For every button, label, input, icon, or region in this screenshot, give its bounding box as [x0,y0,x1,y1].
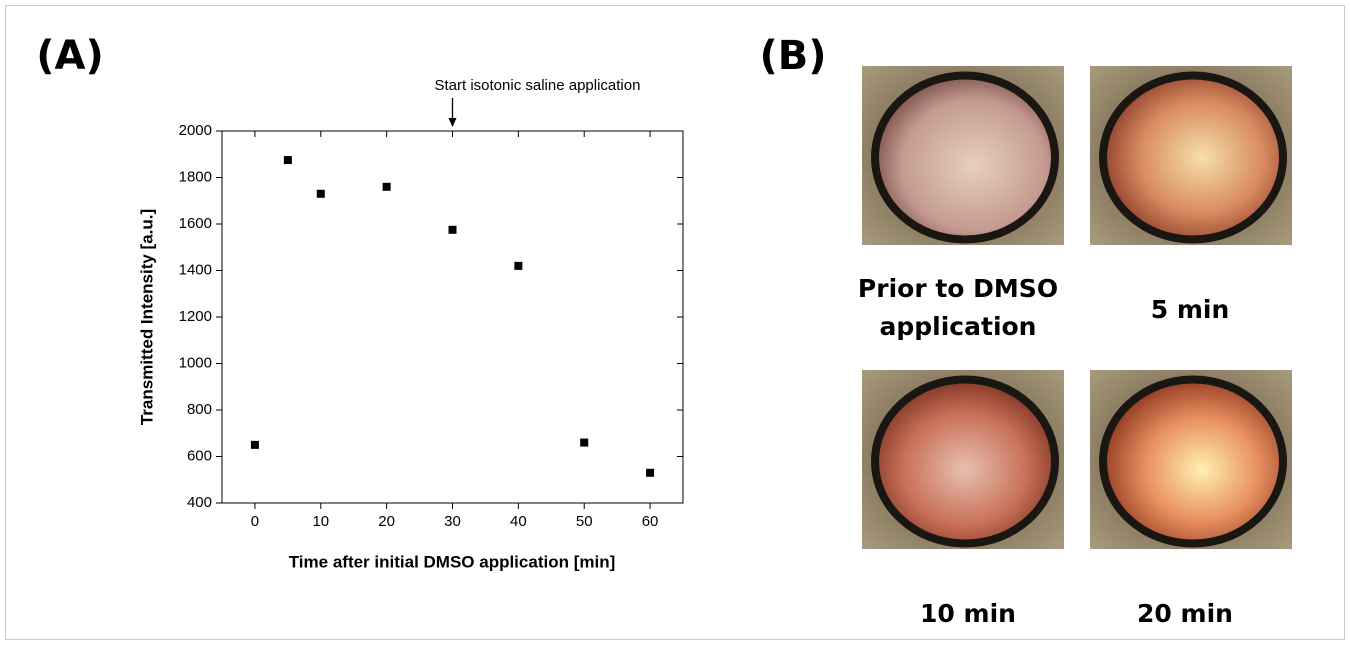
photo-tissue [879,383,1051,540]
x-tick-label: 30 [444,513,461,530]
data-point [646,468,655,477]
data-point [382,182,391,191]
x-tick-label: 40 [510,513,527,530]
y-tick-label: 1800 [179,168,212,185]
frame [5,5,1345,640]
x-tick-label: 60 [642,513,659,530]
photo-caption: 10 min [920,599,1016,628]
y-tick-label: 400 [187,494,212,511]
data-point [514,261,523,270]
x-tick-label: 20 [378,513,395,530]
data-point [448,225,457,234]
panel-label: (A) [36,33,104,79]
y-tick-label: 800 [187,401,212,418]
panel-label: (B) [759,33,826,79]
y-tick-label: 1000 [179,354,212,371]
y-tick-label: 2000 [179,122,212,139]
data-point [283,156,292,165]
photo-caption: application [880,312,1037,341]
y-tick-label: 1400 [179,261,212,278]
y-tick-label: 600 [187,447,212,464]
photo-tissue [1107,79,1279,236]
x-tick-label: 50 [576,513,593,530]
y-axis-title: Transmitted Intensity [a.u.] [137,209,156,425]
plot-frame [221,130,684,504]
data-point [316,189,325,198]
photo-caption: Prior to DMSO [858,274,1058,303]
annotation: Start isotonic saline application [435,77,641,94]
data-point [580,438,589,447]
photo-tissue [1107,383,1279,540]
x-tick-label: 10 [312,513,329,530]
y-tick-label: 1600 [179,215,212,232]
photo-caption: 5 min [1151,295,1230,324]
photo-tissue [879,79,1051,236]
x-axis-title: Time after initial DMSO application [min… [289,552,616,571]
arrow-head [448,118,457,127]
x-tick-label: 0 [251,513,259,530]
photo-caption: 20 min [1137,599,1233,628]
y-tick-label: 1200 [179,308,212,325]
data-point [250,440,259,449]
